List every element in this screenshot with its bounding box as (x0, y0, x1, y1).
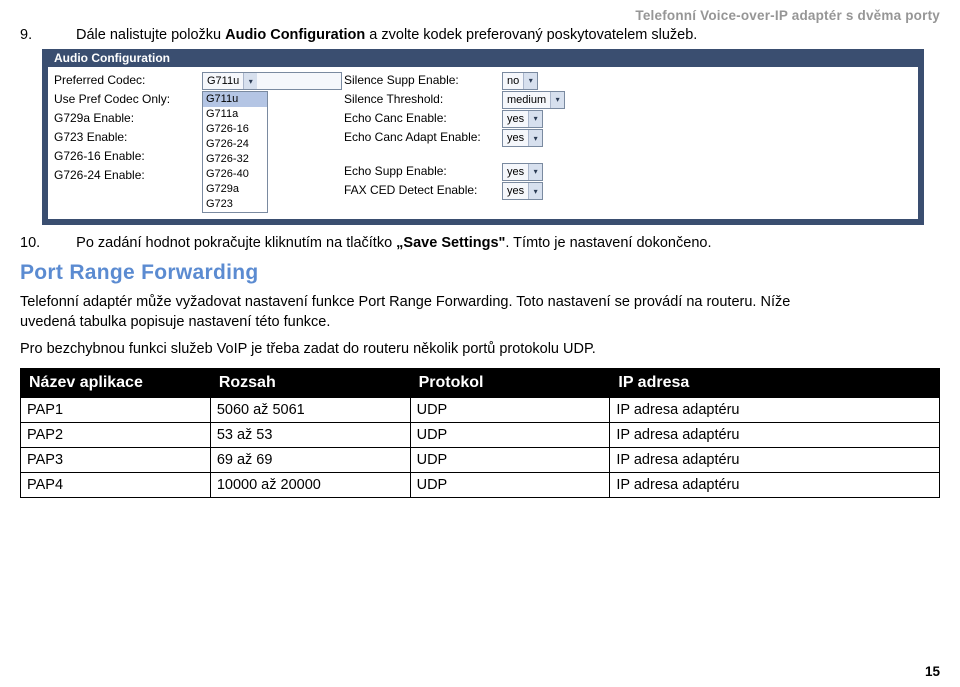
table-cell: 5060 až 5061 (210, 397, 410, 422)
table-cell: PAP1 (21, 397, 211, 422)
table-row: PAP410000 až 20000UDPIP adresa adaptéru (21, 472, 940, 497)
chevron-down-icon: ▾ (523, 73, 537, 89)
chevron-down-icon: ▾ (528, 111, 542, 127)
step-10-text: Po zadání hodnot pokračujte kliknutím na… (76, 235, 711, 251)
table-cell: 10000 až 20000 (210, 472, 410, 497)
listbox-item[interactable]: G726-40 (203, 167, 267, 182)
chevron-down-icon: ▾ (243, 73, 257, 89)
table-cell: PAP4 (21, 472, 211, 497)
table-cell: UDP (410, 422, 610, 447)
label-g726-16-enable: G726-16 Enable: (52, 147, 202, 166)
table-header: Protokol (410, 368, 610, 397)
step-9-pre: Dále nalistujte položku (76, 27, 225, 43)
table-header: Rozsah (210, 368, 410, 397)
audio-select-value: no (507, 75, 519, 87)
table-row: PAP369 až 69UDPIP adresa adaptéru (21, 447, 940, 472)
audio-col3: Silence Supp Enable: Silence Threshold: … (342, 71, 502, 215)
table-cell: IP adresa adaptéru (610, 472, 940, 497)
audio-select-value: medium (507, 94, 546, 106)
paragraph-1: Telefonní adaptér může vyžadovat nastave… (20, 293, 800, 332)
step-9: 9. Dále nalistujte položku Audio Configu… (20, 27, 940, 43)
table-cell: UDP (410, 472, 610, 497)
label-echo-canc-adapt: Echo Canc Adapt Enable: (342, 128, 502, 162)
chevron-down-icon: ▾ (528, 164, 542, 180)
table-cell: UDP (410, 397, 610, 422)
table-header: Název aplikace (21, 368, 211, 397)
label-g729a-enable: G729a Enable: (52, 109, 202, 128)
audio-select[interactable]: yes ▾ (502, 163, 543, 181)
chevron-down-icon: ▾ (550, 92, 564, 108)
page-number: 15 (925, 664, 940, 679)
page-header: Telefonní Voice-over-IP adaptér s dvěma … (20, 8, 940, 23)
audio-select-value: yes (507, 132, 524, 144)
table-cell: IP adresa adaptéru (610, 397, 940, 422)
listbox-item[interactable]: G726-32 (203, 152, 267, 167)
section-heading: Port Range Forwarding (20, 261, 940, 285)
label-g726-24-enable: G726-24 Enable: (52, 166, 202, 185)
table-cell: UDP (410, 447, 610, 472)
listbox-item[interactable]: G711u (203, 92, 267, 107)
label-silence-threshold: Silence Threshold: (342, 90, 502, 109)
audio-select-value: yes (507, 166, 524, 178)
listbox-item[interactable]: G723 (203, 197, 267, 212)
label-g723-enable: G723 Enable: (52, 128, 202, 147)
audio-select-value: yes (507, 185, 524, 197)
step-10-bold: „Save Settings" (396, 235, 505, 251)
table-header-row: Název aplikaceRozsahProtokolIP adresa (21, 368, 940, 397)
listbox-item[interactable]: G729a (203, 182, 267, 197)
paragraph-2: Pro bezchybnou funkci služeb VoIP je tře… (20, 340, 800, 360)
audio-col1: Preferred Codec: Use Pref Codec Only: G7… (52, 71, 202, 215)
table-cell: PAP3 (21, 447, 211, 472)
label-preferred-codec: Preferred Codec: (52, 71, 202, 90)
audio-col2: G711u ▾ G711uG711aG726-16G726-24G726-32G… (202, 71, 342, 215)
table-cell: 69 až 69 (210, 447, 410, 472)
label-echo-canc: Echo Canc Enable: (342, 109, 502, 128)
listbox-item[interactable]: G726-16 (203, 122, 267, 137)
audio-config-panel: Audio Configuration Preferred Codec: Use… (42, 49, 924, 225)
label-fax-ced: FAX CED Detect Enable: (342, 181, 502, 215)
table-row: PAP253 až 53UDPIP adresa adaptéru (21, 422, 940, 447)
audio-select-value: yes (507, 113, 524, 125)
step-10-post: . Tímto je nastavení dokončeno. (505, 235, 711, 251)
audio-select[interactable]: yes ▾ (502, 182, 543, 200)
audio-select[interactable]: medium ▾ (502, 91, 565, 109)
table-cell: IP adresa adaptéru (610, 422, 940, 447)
table-cell: 53 až 53 (210, 422, 410, 447)
step-9-num: 9. (20, 27, 40, 43)
step-9-post: a zvolte kodek preferovaný poskytovatele… (365, 27, 697, 43)
label-echo-supp: Echo Supp Enable: (342, 162, 502, 181)
chevron-down-icon: ▾ (528, 183, 542, 199)
codec-listbox[interactable]: G711uG711aG726-16G726-24G726-32G726-40G7… (202, 91, 268, 213)
label-silence-supp: Silence Supp Enable: (342, 71, 502, 90)
audio-col4: no ▾ medium ▾ yes ▾ yes ▾ yes ▾ yes ▾ (502, 71, 612, 215)
port-forwarding-table: Název aplikaceRozsahProtokolIP adresa PA… (20, 368, 940, 498)
table-cell: PAP2 (21, 422, 211, 447)
audio-config-title: Audio Configuration (48, 49, 918, 67)
audio-select[interactable]: yes ▾ (502, 129, 543, 147)
step-9-text: Dále nalistujte položku Audio Configurat… (76, 27, 697, 43)
label-use-pref-only: Use Pref Codec Only: (52, 90, 202, 109)
listbox-item[interactable]: G726-24 (203, 137, 267, 152)
table-header: IP adresa (610, 368, 940, 397)
step-10-num: 10. (20, 235, 40, 251)
step-9-bold: Audio Configuration (225, 27, 365, 43)
table-cell: IP adresa adaptéru (610, 447, 940, 472)
step-10: 10. Po zadání hodnot pokračujte kliknutí… (20, 235, 940, 251)
preferred-codec-value: G711u (207, 75, 239, 87)
chevron-down-icon: ▾ (528, 130, 542, 146)
listbox-item[interactable]: G711a (203, 107, 267, 122)
step-10-pre: Po zadání hodnot pokračujte kliknutím na… (76, 235, 396, 251)
table-row: PAP15060 až 5061UDPIP adresa adaptéru (21, 397, 940, 422)
audio-select[interactable]: yes ▾ (502, 110, 543, 128)
preferred-codec-select[interactable]: G711u ▾ (202, 72, 342, 90)
audio-select[interactable]: no ▾ (502, 72, 538, 90)
